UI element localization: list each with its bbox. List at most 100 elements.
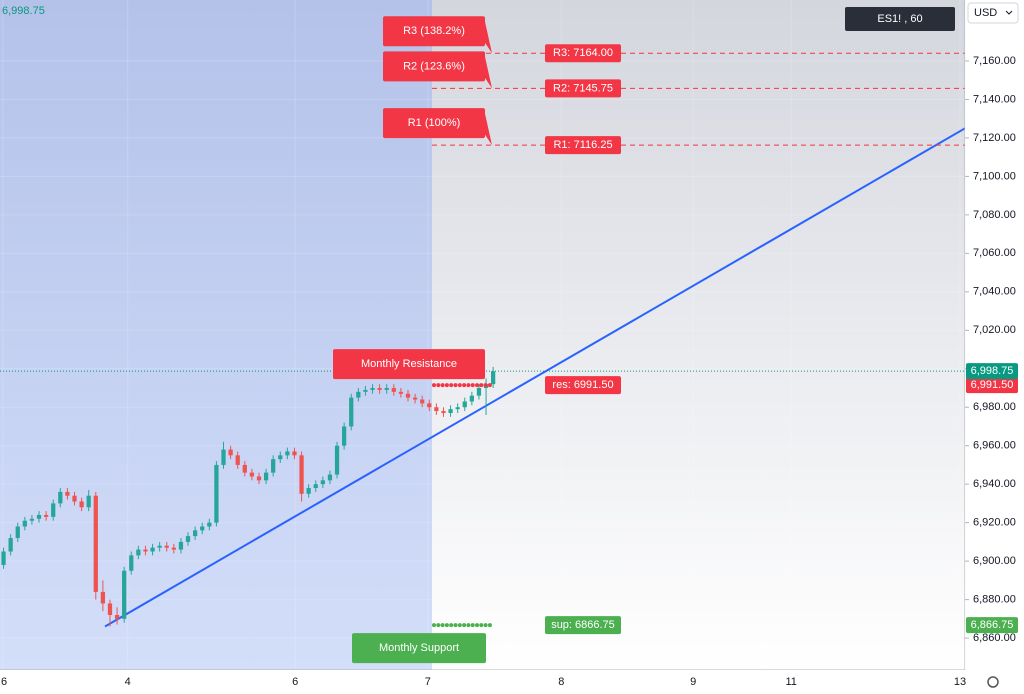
candle-body	[36, 514, 42, 519]
candle-body	[377, 387, 382, 390]
label-tail	[484, 109, 492, 146]
level-name-box	[383, 16, 485, 47]
candle-body	[256, 476, 262, 481]
level-value-label: sup: 6866.75	[551, 619, 615, 631]
level-name-box	[352, 633, 486, 664]
candle-body	[143, 549, 148, 552]
candle-body	[150, 547, 155, 552]
candle-body	[79, 501, 84, 508]
level-dot	[462, 383, 467, 388]
candle-body	[200, 526, 205, 531]
candle-body	[363, 389, 368, 392]
candle-body	[398, 391, 404, 394]
y-tick-label: 7,160.00	[973, 55, 1016, 67]
x-tick-label: 9	[690, 676, 696, 688]
level-dot	[444, 383, 449, 388]
level-dot	[483, 383, 488, 388]
level-dot	[432, 623, 436, 628]
candle-body	[43, 514, 49, 517]
candle-body	[157, 545, 162, 548]
candle-body	[476, 387, 482, 396]
level-dot	[470, 383, 475, 388]
level-dot	[444, 623, 449, 628]
level-dot	[457, 383, 462, 388]
candle-body	[469, 395, 474, 402]
candle-body	[178, 541, 184, 550]
level-value-box	[545, 616, 621, 635]
candle-body	[93, 495, 98, 592]
time-axis	[0, 670, 1024, 694]
axis-price-box	[966, 363, 1018, 380]
level-dot	[440, 383, 445, 388]
candle-body	[306, 488, 311, 494]
candle-body	[122, 570, 127, 619]
candle-body	[185, 536, 191, 542]
level-dot	[483, 623, 488, 628]
level-dot	[479, 623, 484, 628]
candle-body	[72, 495, 77, 502]
candle-body	[427, 403, 432, 408]
candle-body	[164, 545, 169, 548]
candle-body	[107, 603, 113, 615]
level-value-label: res: 6991.50	[552, 379, 613, 391]
x-tick-label: 13	[954, 676, 966, 688]
candle-body	[263, 472, 269, 481]
candle-body	[356, 391, 361, 398]
y-tick-label: 7,140.00	[973, 93, 1016, 105]
candle-body	[405, 393, 411, 398]
level-name: R1 (100%)	[408, 117, 461, 129]
level-dot	[487, 623, 492, 628]
symbol-box[interactable]	[845, 7, 955, 31]
candle-body	[391, 387, 396, 392]
candle-body	[193, 530, 198, 537]
candle-body	[441, 411, 446, 414]
candle-body	[235, 455, 240, 465]
level-dot	[440, 623, 445, 628]
candle-body	[51, 503, 56, 517]
candle-body	[114, 614, 120, 619]
level-name: Monthly Support	[379, 642, 459, 654]
candle-body	[342, 426, 347, 446]
candle-body	[1, 551, 6, 565]
candle-body	[412, 397, 418, 400]
candle-body	[370, 387, 375, 390]
settings-icon[interactable]	[987, 676, 999, 688]
candle-body	[171, 547, 176, 550]
candle-body	[420, 399, 425, 404]
level-dot	[436, 623, 441, 628]
candle-body	[334, 445, 340, 475]
level-dot	[449, 623, 454, 628]
candle-body	[8, 538, 13, 552]
y-tick-label: 6,940.00	[973, 478, 1016, 490]
level-value-box	[545, 44, 621, 63]
level-value-box	[545, 376, 621, 395]
level-dot	[453, 383, 458, 388]
level-dot	[453, 623, 458, 628]
currency-dropdown[interactable]	[967, 2, 1019, 24]
y-tick-label: 7,100.00	[973, 170, 1016, 182]
level-dot	[470, 623, 475, 628]
candle-body	[455, 407, 460, 410]
y-tick-label: 7,120.00	[973, 132, 1016, 144]
symbol: ES1! , 60	[877, 13, 922, 25]
label-tail	[484, 17, 492, 54]
level-value-label: R2: 7145.75	[553, 82, 613, 94]
candle-body	[228, 449, 233, 456]
candle-body	[100, 591, 106, 604]
last-price-label: 6,998.75	[971, 365, 1014, 377]
candle-body	[320, 480, 325, 485]
level-dot	[449, 383, 454, 388]
candle-body	[207, 522, 212, 527]
level-dot	[475, 623, 479, 628]
level-name-box	[383, 51, 485, 82]
candle-body	[327, 474, 333, 481]
y-tick-label: 6,960.00	[973, 440, 1016, 452]
y-tick-label: 7,040.00	[973, 286, 1016, 298]
x-tick-label: 8	[558, 676, 564, 688]
candle-body	[29, 518, 35, 521]
price-axis	[965, 0, 1024, 670]
y-tick-label: 7,060.00	[973, 247, 1016, 259]
y-tick-label: 6,860.00	[973, 632, 1016, 644]
candle-body	[448, 409, 453, 414]
candle-body	[462, 401, 467, 408]
